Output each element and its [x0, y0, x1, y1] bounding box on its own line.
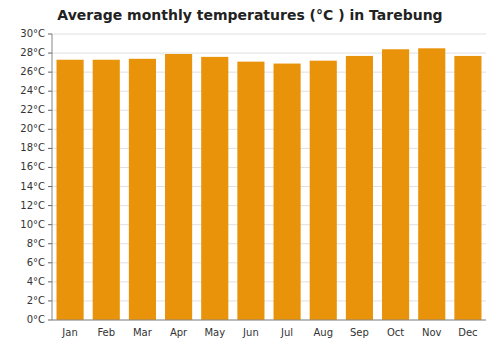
x-axis-ticks: Jan Feb Mar Apr May Jun Jul Aug Sep Oct Nov Dec [61, 327, 477, 338]
y-tick-label: 24°C [20, 85, 45, 96]
bar [237, 62, 264, 320]
x-tick-label: Oct [387, 327, 404, 338]
y-tick-mark [48, 224, 52, 225]
x-tick-label: Apr [170, 327, 188, 338]
bar [274, 64, 301, 320]
bar [165, 54, 192, 320]
x-tick-label: Mar [133, 327, 153, 338]
x-tick-label: Aug [313, 327, 333, 338]
y-tick-label: 2°C [27, 295, 45, 306]
y-tick-label: 22°C [20, 104, 45, 115]
chart-container: 0°C 2°C 4°C 6°C 8°C 10°C 12°C 14°C 16°C 18°C 20°C 2… [0, 0, 500, 350]
y-tick-label: 4°C [27, 276, 45, 287]
y-tick-mark [48, 167, 52, 168]
bar [201, 57, 228, 320]
bar [346, 56, 373, 320]
page: {"chart_data": {"type": "bar", "title": … [0, 0, 500, 350]
x-tick-label: Jul [280, 327, 293, 338]
y-tick-mark [48, 91, 52, 92]
bar [129, 59, 156, 320]
y-tick-label: 8°C [27, 238, 45, 249]
y-tick-label: 28°C [20, 47, 45, 58]
y-tick-label: 26°C [20, 66, 45, 77]
x-tick-label: Dec [458, 327, 477, 338]
grid-line [52, 320, 486, 321]
x-tick-label: Sep [350, 327, 369, 338]
x-tick-label: Jan [61, 327, 77, 338]
y-tick-mark [48, 281, 52, 282]
x-axis-line [52, 320, 486, 321]
x-tick-label: Feb [97, 327, 115, 338]
y-tick-label: 10°C [20, 219, 45, 230]
y-tick-mark [48, 205, 52, 206]
x-tick-label: May [204, 327, 225, 338]
y-tick-label: 12°C [20, 200, 45, 211]
y-tick-label: 0°C [27, 314, 45, 325]
y-tick-mark [48, 320, 52, 321]
y-tick-label: 30°C [20, 28, 45, 39]
bar [57, 60, 84, 320]
x-tick-label: Jun [242, 327, 259, 338]
y-tick-mark [48, 186, 52, 187]
x-tick-label: Nov [422, 327, 442, 338]
grid [52, 34, 486, 320]
y-tick-mark [48, 129, 52, 130]
y-axis-line [52, 34, 53, 320]
bar [93, 60, 120, 320]
y-tick-label: 14°C [20, 181, 45, 192]
y-tick-mark [48, 300, 52, 301]
y-tick-label: 16°C [20, 161, 45, 172]
y-tick-mark [48, 72, 52, 73]
y-tick-mark [48, 243, 52, 244]
y-axis-ticks: 0°C 2°C 4°C 6°C 8°C 10°C 12°C 14°C 16°C 18°C 20°C 2… [20, 28, 52, 325]
y-tick-label: 6°C [27, 257, 45, 268]
y-tick-mark [48, 262, 52, 263]
chart-svg: 0°C 2°C 4°C 6°C 8°C 10°C 12°C 14°C 16°C 18°C 20°C 2… [0, 0, 500, 350]
bars [57, 48, 482, 320]
y-tick-mark [48, 34, 52, 35]
y-tick-mark [48, 110, 52, 111]
title: Average monthly temperatures (°C ) in Ta… [57, 7, 442, 23]
grid-line [52, 34, 486, 35]
y-tick-mark [48, 148, 52, 149]
bar [382, 49, 409, 320]
y-tick-label: 18°C [20, 142, 45, 153]
y-tick-label: 20°C [20, 123, 45, 134]
bar [310, 61, 337, 320]
bar [418, 48, 445, 320]
y-tick-mark [48, 53, 52, 54]
bar [454, 56, 481, 320]
